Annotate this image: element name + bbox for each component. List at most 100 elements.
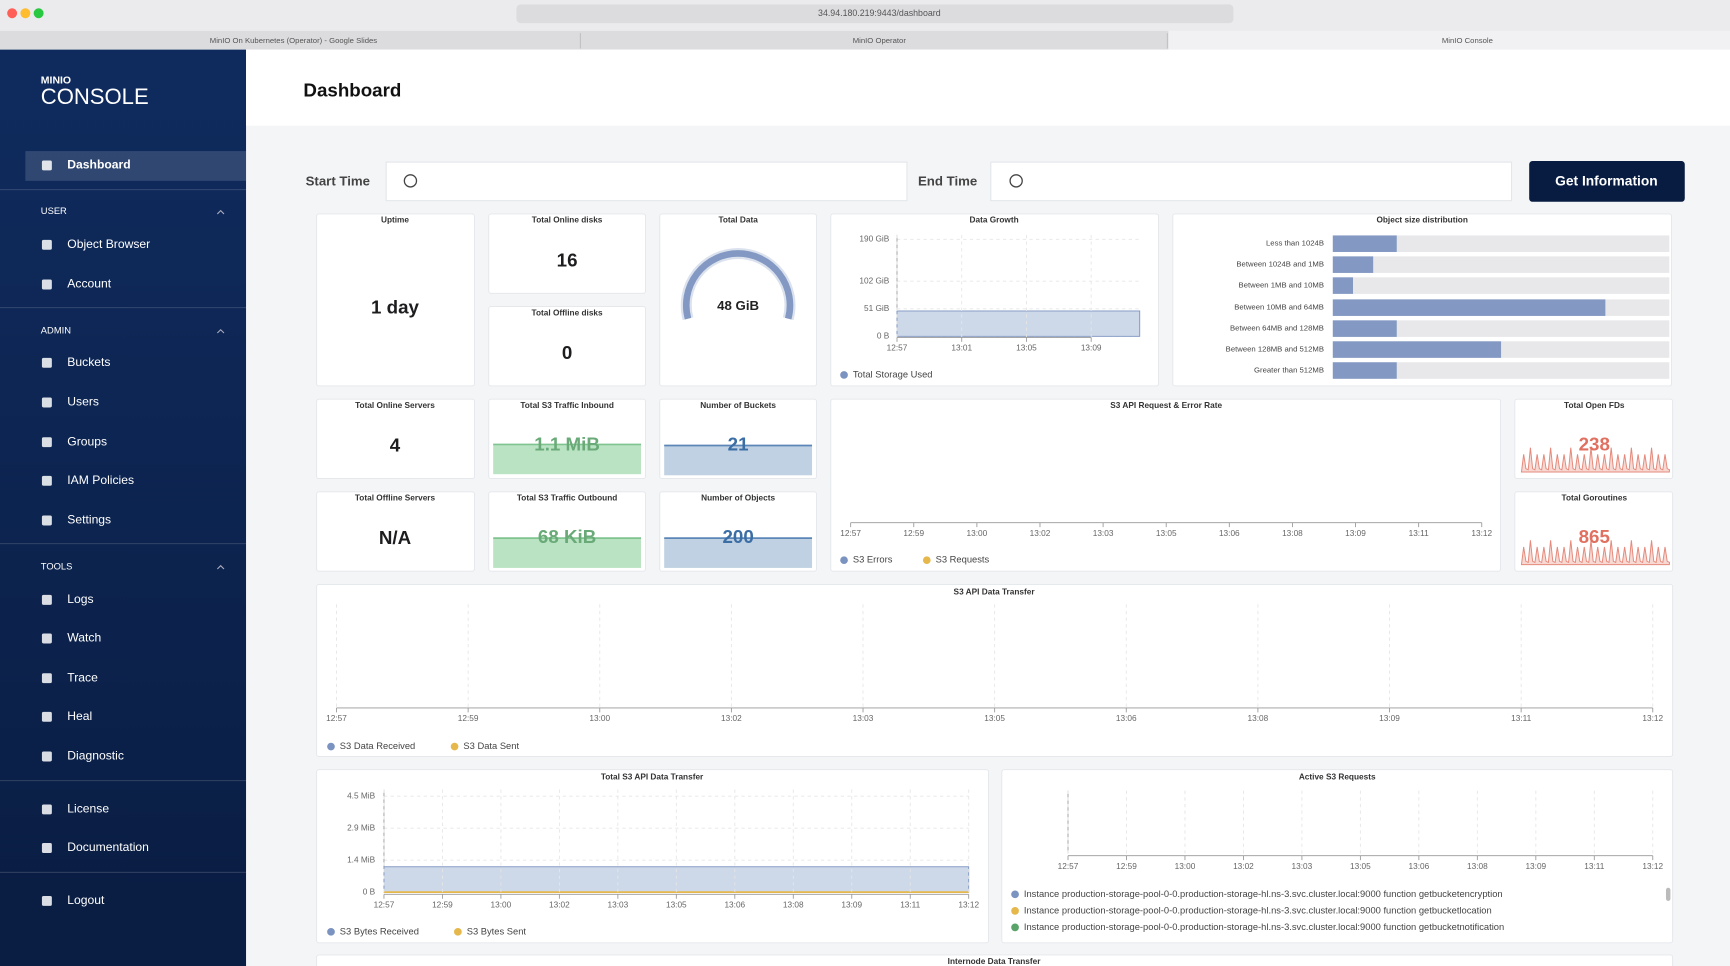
legend-label: S3 Data Received: [340, 741, 415, 751]
field-label: End Time: [918, 173, 977, 188]
bar-track: [1332, 277, 1670, 294]
chevron[interactable]: [216, 209, 225, 215]
card-title: Active S3 Requests: [1299, 773, 1376, 782]
x-tick-label: 12:59: [903, 529, 924, 538]
x-tick-label: 13:12: [1471, 529, 1492, 538]
nav-item[interactable]: Documentation: [67, 840, 149, 854]
x-tick-label: 13:09: [1345, 529, 1366, 538]
y-tick-label: 2.9 MiB: [347, 823, 376, 832]
x-tick-label: 13:12: [1642, 714, 1663, 723]
card-value: 68 KiB: [538, 526, 596, 547]
nav-item[interactable]: Settings: [67, 513, 111, 527]
nav-item[interactable]: License: [67, 802, 109, 816]
x-tick-label: 13:02: [721, 714, 742, 723]
page-title: Dashboard: [303, 79, 401, 100]
x-tick-label: 13:05: [1156, 529, 1177, 538]
nav-icon: [41, 594, 52, 605]
card: [316, 769, 990, 944]
nav-icon: [41, 751, 52, 762]
nav-item[interactable]: Groups: [67, 434, 107, 448]
card-title: Internode Data Transfer: [948, 957, 1042, 966]
x-tick-label: 13:06: [1116, 714, 1137, 723]
bar-label: Between 1024B and 1MB: [1236, 260, 1324, 269]
card: [488, 306, 646, 387]
bar: [1332, 235, 1397, 252]
nav-item[interactable]: Trace: [67, 670, 98, 684]
x-tick-label: 12:59: [432, 901, 453, 910]
nav-item[interactable]: IAM Policies: [67, 473, 134, 487]
x-tick-label: 13:09: [1379, 714, 1400, 723]
nav-item[interactable]: Diagnostic: [67, 749, 124, 763]
bar-label: Between 64MB and 128MB: [1230, 324, 1324, 333]
legend-dot: [454, 927, 462, 936]
card: [316, 398, 475, 480]
legend-dot: [450, 742, 459, 751]
card-title: Data Growth: [970, 216, 1019, 225]
card-value: 16: [557, 249, 578, 270]
nav-item[interactable]: Logout: [67, 893, 105, 907]
nav-item[interactable]: Users: [67, 395, 99, 409]
url: 34.94.180.219:9443/dashboard: [818, 8, 941, 18]
y-tick-label: 0 B: [363, 887, 376, 896]
spark-area: [664, 538, 813, 568]
window-button[interactable]: [7, 8, 18, 19]
nav-item[interactable]: Logs: [67, 592, 93, 606]
x-tick-label: 13:11: [900, 901, 920, 910]
nav-item[interactable]: Account: [67, 277, 111, 291]
x-tick-label: 13:12: [958, 901, 979, 910]
x-tick-label: 13:05: [1016, 344, 1037, 353]
nav-section: TOOLS: [41, 561, 73, 571]
scrollbar: [1666, 887, 1671, 901]
card-title: Total Offline Servers: [355, 494, 436, 503]
chevron[interactable]: [216, 564, 225, 570]
nav-item[interactable]: Heal: [67, 709, 92, 723]
nav-active[interactable]: [25, 151, 247, 181]
spark-area: [493, 444, 642, 475]
window-button[interactable]: [33, 8, 44, 19]
address-bar[interactable]: [516, 4, 1234, 24]
x-tick-label: 12:59: [458, 714, 479, 723]
x-tick-label: 13:03: [608, 901, 629, 910]
card-value: 0: [562, 342, 572, 363]
button[interactable]: [1529, 161, 1685, 202]
tab[interactable]: MinIO On Kubernetes (Operator) - Google …: [210, 36, 377, 45]
legend-dot: [840, 556, 848, 565]
card-title: Total Online disks: [532, 216, 603, 225]
legend-dot: [1011, 923, 1019, 932]
x-tick-label: 13:06: [1219, 529, 1240, 538]
y-tick-label: 190 GiB: [859, 234, 889, 243]
nav-item[interactable]: Watch: [67, 631, 101, 645]
x-tick-label: 12:59: [1116, 862, 1137, 871]
legend-dot: [1011, 890, 1019, 899]
nav-item[interactable]: Object Browser: [67, 237, 150, 251]
bar-track: [1332, 256, 1670, 273]
input[interactable]: [990, 161, 1513, 202]
x-tick-label: 13:00: [1175, 862, 1196, 871]
tab[interactable]: MinIO Operator: [853, 36, 907, 45]
chevron[interactable]: [216, 328, 225, 334]
card-title: Total S3 Traffic Inbound: [520, 401, 614, 410]
tab[interactable]: MinIO Console: [1442, 36, 1493, 45]
nav-icon: [41, 475, 52, 486]
card: [659, 213, 817, 387]
bar-label: Between 1MB and 10MB: [1239, 281, 1324, 290]
x-tick-label: 13:11: [1409, 529, 1429, 538]
nav-icon: [41, 633, 52, 644]
window-button[interactable]: [20, 8, 31, 19]
button-label[interactable]: Get Information: [1555, 174, 1658, 189]
x-tick-label: 13:08: [1467, 862, 1488, 871]
input[interactable]: [385, 161, 908, 202]
legend-dot: [327, 927, 335, 936]
card-title: Total Online Servers: [355, 401, 435, 410]
legend-label: S3 Errors: [853, 555, 893, 565]
nav-item[interactable]: Buckets: [67, 355, 110, 369]
x-tick-label: 13:00: [967, 529, 988, 538]
nav-icon: [41, 895, 52, 906]
card-title: Total S3 Traffic Outbound: [517, 494, 617, 503]
nav-icon: [41, 397, 52, 408]
brand: CONSOLE: [41, 84, 149, 109]
card-title: Object size distribution: [1376, 216, 1467, 225]
legend-dot: [327, 742, 335, 751]
nav-item[interactable]: Dashboard: [67, 158, 130, 172]
card: [488, 213, 646, 294]
